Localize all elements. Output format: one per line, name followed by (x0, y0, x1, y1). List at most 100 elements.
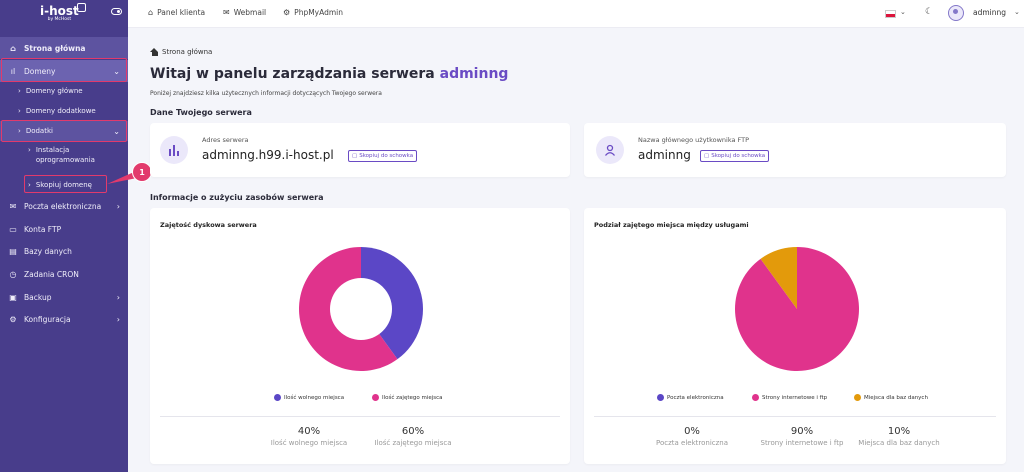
disk-usage-card: Zajętość dyskowa serwera Ilość wolnego m… (150, 208, 570, 464)
sidebar-item-domains[interactable]: ıl Domeny ⌄ (0, 60, 128, 82)
mail-icon: ✉ (223, 8, 230, 17)
page-subtitle: Poniżej znajdziesz kilka użytecznych inf… (150, 90, 382, 97)
legend-websites: Strony internetowe i ftp (752, 394, 827, 401)
sidebar-item-label: Skopiuj domenę (35, 181, 92, 189)
highlight-domains (1, 58, 127, 82)
page-title-user: adminng (439, 66, 509, 82)
services-usage-card: Podział zajętego miejsca między usługami… (584, 208, 1006, 464)
copy-address-button[interactable]: ▢ Skopiuj do schowka (348, 150, 418, 162)
chart-icon: ıl (10, 66, 16, 76)
sidebar-toggle-icon[interactable] (111, 8, 122, 15)
moon-icon[interactable]: ☾ (925, 7, 934, 17)
sidebar-item-label: Backup (24, 292, 52, 302)
sidebar-item-databases[interactable]: ▤ Bazy danych (0, 240, 128, 262)
pie-slice-2[interactable] (760, 247, 797, 309)
page-title: Witaj w panelu zarządzania serwera admin… (150, 66, 508, 82)
sidebar-item-label: Domeny główne (25, 87, 83, 95)
chevron-right-icon: › (28, 146, 31, 154)
legend-dot-free (274, 394, 281, 401)
sidebar-item-cron[interactable]: ◷ Zadania CRON (0, 263, 128, 285)
home-icon: ⌂ (10, 43, 16, 53)
chevron-down-icon: ⌄ (113, 126, 120, 136)
database-icon: ▤ (9, 246, 17, 256)
user-name[interactable]: adminng (973, 8, 1007, 17)
client-panel-label: Panel klienta (157, 8, 206, 17)
client-panel-link[interactable]: ⌂ Panel klienta (148, 8, 205, 17)
sidebar-sub-copy-domain[interactable]: › Skopiuj domenę (0, 175, 128, 195)
legend-label: Poczta elektroniczna (667, 394, 724, 401)
phpmyadmin-label: PhpMyAdmin (294, 8, 344, 17)
sidebar-sub-addon-domains[interactable]: › Domeny dodatkowe (0, 101, 128, 121)
sidebar-item-home[interactable]: ⌂ Strona główna (0, 37, 128, 59)
sidebar-item-label: Domeny dodatkowe (25, 107, 96, 115)
backup-icon: ▣ (9, 292, 17, 302)
stat-value: 60% (401, 426, 425, 437)
copy-button-label: Skopiuj do schowka (359, 153, 414, 159)
chevron-right-icon: › (116, 201, 120, 211)
legend-email: Poczta elektroniczna (657, 394, 724, 401)
gear-icon: ⚙ (9, 314, 17, 324)
breadcrumb: Strona główna (150, 48, 212, 56)
ftp-user-label: Nazwa głównego użytkownika FTP (638, 136, 750, 144)
sidebar-sub-software-install[interactable]: › Instalacja oprogramowania (0, 145, 128, 171)
sidebar-item-ftp[interactable]: ▭ Konta FTP (0, 218, 128, 240)
chevron-right-icon: › (18, 127, 21, 135)
stat-value: 0% (684, 426, 700, 437)
logo-icon (77, 3, 86, 12)
logo-tagline: by McHost (47, 17, 72, 22)
stat-email: 0% Poczta elektroniczna (642, 426, 742, 447)
chevron-down-icon[interactable]: ⌄ (1014, 8, 1020, 16)
sidebar-item-label: Dodatki (25, 127, 53, 135)
clipboard-icon: ▢ (704, 153, 710, 159)
clock-icon: ◷ (9, 269, 17, 279)
sidebar: i-host by McHost ⌂ Strona główna ıl Dome… (0, 0, 128, 472)
divider (160, 416, 560, 417)
stat-databases: 10% Miejsca dla baz danych (854, 426, 944, 447)
polish-flag-icon[interactable] (885, 10, 896, 18)
home-icon (150, 48, 159, 56)
sidebar-item-config[interactable]: ⚙ Konfiguracja › (0, 308, 128, 330)
server-address-label: Adres serwera (202, 136, 249, 144)
stat-label: Miejsca dla baz danych (858, 439, 940, 447)
stat-value: 10% (887, 426, 911, 437)
sidebar-item-email[interactable]: ✉ Poczta elektroniczna › (0, 195, 128, 217)
legend-used: Ilość zajętego miejsca (372, 394, 443, 401)
chevron-right-icon: › (28, 181, 31, 189)
legend-dot-databases (854, 394, 861, 401)
stat-label: Ilość wolnego miejsca (270, 439, 348, 447)
chart-title: Podział zajętego miejsca między usługami (594, 221, 749, 229)
highlight-addons (1, 120, 127, 142)
logo[interactable]: i-host by McHost (40, 4, 79, 22)
topbar: ⌂ Panel klienta ✉ Webmail ⚙ PhpMyAdmin ⌄… (128, 0, 1024, 28)
chevron-right-icon: › (116, 314, 120, 324)
callout-arrow (107, 172, 137, 184)
breadcrumb-label[interactable]: Strona główna (162, 48, 213, 56)
callout-badge: 1 (132, 162, 152, 182)
disk-usage-donut (298, 247, 423, 371)
mail-icon: ✉ (9, 201, 17, 211)
sidebar-item-label: Instalacja oprogramowania (35, 146, 95, 164)
avatar[interactable] (948, 5, 964, 21)
ftp-user-card: Nazwa głównego użytkownika FTP adminng ▢… (584, 123, 1006, 177)
chart-title: Zajętość dyskowa serwera (160, 221, 257, 229)
webmail-link[interactable]: ✉ Webmail (223, 8, 266, 17)
sidebar-item-backup[interactable]: ▣ Backup › (0, 286, 128, 308)
sidebar-sub-main-domains[interactable]: › Domeny główne (0, 81, 128, 101)
stat-label: Ilość zajętego miejsca (374, 439, 452, 447)
server-section-heading: Dane Twojego serwera (150, 108, 252, 117)
stat-used: 60% Ilość zajętego miejsca (363, 426, 463, 447)
sidebar-item-label: Konfiguracja (24, 314, 71, 324)
webmail-label: Webmail (233, 8, 267, 17)
stat-value: 90% (790, 426, 814, 437)
sidebar-item-label: Bazy danych (24, 246, 72, 256)
divider (594, 416, 996, 417)
phpmyadmin-link[interactable]: ⚙ PhpMyAdmin (283, 8, 343, 17)
gear-icon: ⚙ (283, 8, 291, 17)
legend-label: Ilość zajętego miejsca (382, 394, 443, 401)
pie-slice-0[interactable] (361, 247, 423, 360)
sidebar-sub-addons[interactable]: › Dodatki ⌄ (0, 121, 128, 141)
home-icon: ⌂ (148, 8, 154, 17)
usage-section-heading: Informacje o zużyciu zasobów serwera (150, 193, 324, 202)
copy-ftp-button[interactable]: ▢ Skopiuj do schowka (700, 150, 770, 162)
chevron-down-icon[interactable]: ⌄ (900, 8, 906, 16)
